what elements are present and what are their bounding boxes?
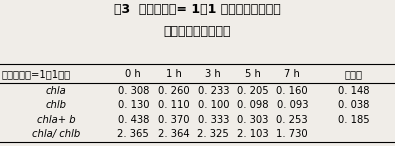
Text: 降解值: 降解值 — [344, 69, 363, 79]
Text: 0. 205: 0. 205 — [237, 86, 269, 95]
Text: chla: chla — [46, 86, 67, 95]
Text: 0. 093: 0. 093 — [276, 100, 308, 110]
Text: 0. 438: 0. 438 — [118, 115, 149, 125]
Text: 1. 730: 1. 730 — [276, 129, 308, 139]
Text: 0 h: 0 h — [126, 69, 141, 79]
Text: chla/ chlb: chla/ chlb — [32, 129, 81, 139]
Text: 0. 148: 0. 148 — [338, 86, 369, 95]
Text: 0. 038: 0. 038 — [338, 100, 369, 110]
Text: 0. 130: 0. 130 — [118, 100, 149, 110]
Text: 3 h: 3 h — [205, 69, 221, 79]
Text: 2. 325: 2. 325 — [198, 129, 229, 139]
Text: 表3  乙醇：丙酮= 1：1 浸提法所得叶绿素: 表3 乙醇：丙酮= 1：1 浸提法所得叶绿素 — [114, 3, 281, 16]
Text: 0. 110: 0. 110 — [158, 100, 190, 110]
Text: 0. 233: 0. 233 — [198, 86, 229, 95]
Text: 含量及光稳定性比较: 含量及光稳定性比较 — [164, 25, 231, 38]
Text: 0. 370: 0. 370 — [158, 115, 190, 125]
Text: 2. 364: 2. 364 — [158, 129, 190, 139]
Text: 0. 260: 0. 260 — [158, 86, 190, 95]
Text: 0. 308: 0. 308 — [118, 86, 149, 95]
Text: 0. 098: 0. 098 — [237, 100, 269, 110]
Text: 0. 100: 0. 100 — [198, 100, 229, 110]
Text: 0. 253: 0. 253 — [276, 115, 308, 125]
Text: 0. 185: 0. 185 — [338, 115, 369, 125]
Text: 0. 160: 0. 160 — [276, 86, 308, 95]
Text: chlb: chlb — [46, 100, 67, 110]
Text: 2. 365: 2. 365 — [117, 129, 149, 139]
Text: chla+ b: chla+ b — [37, 115, 75, 125]
Text: 7 h: 7 h — [284, 69, 300, 79]
Text: 2. 103: 2. 103 — [237, 129, 269, 139]
Text: 1 h: 1 h — [166, 69, 182, 79]
Text: 0. 333: 0. 333 — [198, 115, 229, 125]
Text: 乙醇：丙酮=1：1浸提: 乙醇：丙酮=1：1浸提 — [2, 69, 71, 79]
Text: 0. 303: 0. 303 — [237, 115, 269, 125]
Text: 5 h: 5 h — [245, 69, 261, 79]
